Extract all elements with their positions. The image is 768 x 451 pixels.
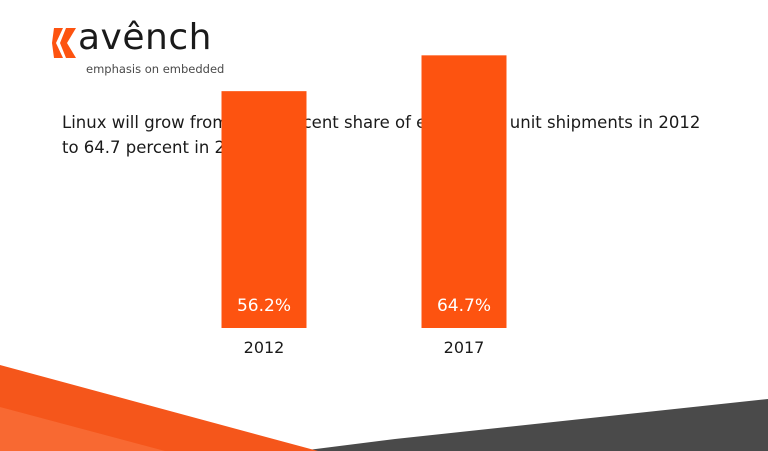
logo-wordmark: avênch: [78, 17, 212, 58]
bar-2012: [221, 91, 307, 329]
footer-dark-band: [300, 399, 768, 451]
brand-logo: avênch emphasis on embedded: [52, 20, 232, 82]
x-tick-label-2012: 2012: [244, 338, 285, 357]
bar-2017: [421, 55, 507, 328]
decorative-footer-shapes: [0, 365, 768, 451]
bar-value-label-2017: 64.7%: [437, 296, 491, 316]
x-tick-label-2017: 2017: [444, 338, 485, 357]
bar-value-label-2012: 56.2%: [237, 296, 291, 316]
kavench-k-mark-icon: [52, 28, 76, 58]
bar-chart: 56.2% 2012 64.7% 2017: [221, 55, 507, 357]
logo-tagline: emphasis on embedded: [86, 62, 225, 76]
footer-orange-highlight: [0, 407, 165, 451]
